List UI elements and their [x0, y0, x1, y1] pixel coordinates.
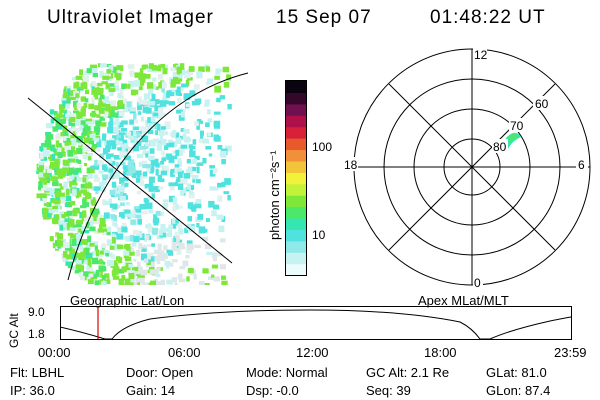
- time-tick-1800: 18:00: [424, 345, 457, 360]
- dsp-value: Dsp: -0.0: [246, 383, 299, 398]
- time-tick-2359: 23:59: [554, 345, 587, 360]
- observation-date: 15 Sep 07: [276, 7, 372, 28]
- mlat-label-60: 60: [535, 97, 549, 111]
- polar-mlt-plot: 12 0 18 6 80 70 60: [342, 47, 591, 290]
- sequence-value: Seq: 39: [366, 383, 411, 398]
- colorbar: [285, 80, 307, 276]
- colorbar-tick-10: 10: [312, 228, 326, 242]
- meridian-line: [27, 97, 233, 264]
- colorbar-band: [286, 138, 306, 151]
- colorbar-band: [286, 252, 306, 265]
- observation-time: 01:48:22 UT: [430, 7, 546, 28]
- colorbar-gradient: [286, 81, 306, 275]
- colorbar-band: [286, 217, 306, 230]
- colorbar-band: [286, 240, 306, 253]
- time-tick-1200: 12:00: [296, 345, 329, 360]
- time-tick-0600: 06:00: [168, 345, 201, 360]
- colorbar-unit-label: photon cm⁻²s⁻¹: [267, 150, 282, 240]
- altitude-plot: [60, 306, 572, 340]
- geographic-aurora-image: [27, 63, 249, 285]
- glon-value: GLon: 87.4: [486, 383, 551, 398]
- apex-map-label: Apex MLat/MLT: [418, 293, 509, 308]
- mlt-label-12: 12: [474, 48, 488, 62]
- colorbar-band: [286, 263, 306, 275]
- latitude-arc: [67, 72, 249, 281]
- geographic-map-label: Geographic Lat/Lon: [70, 293, 185, 308]
- colorbar-band: [286, 183, 306, 196]
- mlat-label-70: 70: [510, 119, 524, 133]
- mlt-label-0: 0: [474, 276, 481, 290]
- door-value: Door: Open: [126, 365, 194, 380]
- colorbar-band: [286, 195, 306, 208]
- colorbar-band: [286, 115, 306, 128]
- altitude-curve: [60, 309, 572, 340]
- altitude-axis-label: GC Alt: [7, 313, 21, 348]
- altitude-tick-9: 9.0: [28, 305, 45, 319]
- mode-value: Mode: Normal: [246, 365, 328, 380]
- polar-diagonal-2: [388, 83, 556, 251]
- colorbar-band: [286, 126, 306, 139]
- colorbar-band: [286, 92, 306, 105]
- colorbar-band: [286, 103, 306, 116]
- colorbar-tick-100: 100: [312, 140, 333, 154]
- mlt-label-18: 18: [344, 158, 358, 172]
- mlt-label-6: 6: [578, 158, 585, 172]
- colorbar-band: [286, 206, 306, 219]
- ip-value: IP: 36.0: [10, 383, 55, 398]
- colorbar-band: [286, 81, 306, 94]
- instrument-title: Ultraviolet Imager: [47, 7, 214, 28]
- colorbar-band: [286, 229, 306, 242]
- gc-altitude-value: GC Alt: 2.1 Re: [366, 365, 450, 380]
- colorbar-band: [286, 172, 306, 185]
- glat-value: GLat: 81.0: [486, 365, 547, 380]
- aurora-emission-field: [36, 63, 232, 285]
- time-tick-0000: 00:00: [38, 345, 71, 360]
- colorbar-band: [286, 149, 306, 162]
- filter-value: Flt: LBHL: [10, 365, 65, 380]
- altitude-tick-1-8: 1.8: [28, 327, 45, 341]
- gain-value: Gain: 14: [126, 383, 176, 398]
- altitude-plot-frame: [60, 306, 572, 340]
- colorbar-band: [286, 160, 306, 173]
- mlat-label-80: 80: [493, 140, 507, 154]
